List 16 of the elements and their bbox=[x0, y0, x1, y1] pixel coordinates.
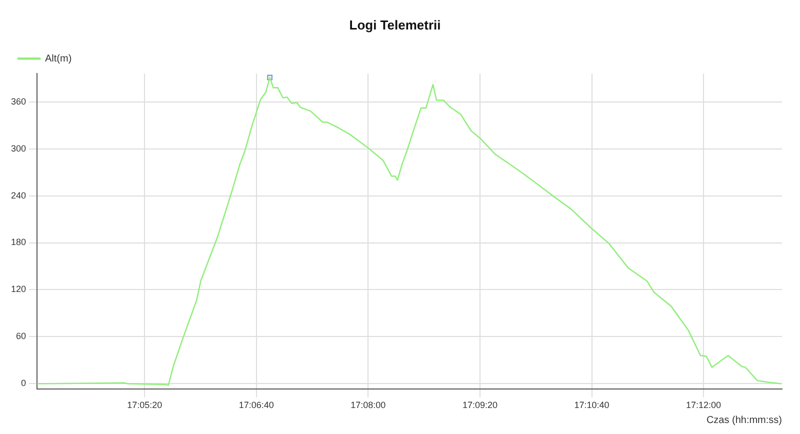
y-tick-label: 360 bbox=[10, 96, 26, 106]
x-tick-label: 17:05:20 bbox=[127, 400, 162, 410]
chart-title: Logi Telemetrii bbox=[349, 17, 441, 32]
x-tick-label: 17:10:40 bbox=[574, 400, 610, 410]
y-tick-label: 60 bbox=[16, 331, 26, 342]
y-tick-label: 0 bbox=[21, 378, 26, 388]
y-tick-label: 120 bbox=[10, 284, 26, 294]
x-tick-label: 17:12:00 bbox=[686, 400, 722, 410]
x-tick-label: 17:08:00 bbox=[350, 400, 386, 410]
x-tick-label: 17:09:20 bbox=[462, 400, 498, 410]
y-tick-label: 240 bbox=[10, 190, 26, 200]
y-tick-label: 300 bbox=[10, 143, 26, 154]
x-axis-title: Czas (hh:mm:ss) bbox=[706, 414, 782, 426]
legend-label: Alt(m) bbox=[45, 53, 72, 64]
y-tick-label: 180 bbox=[10, 237, 26, 248]
x-tick-label: 17:06:40 bbox=[238, 400, 274, 410]
